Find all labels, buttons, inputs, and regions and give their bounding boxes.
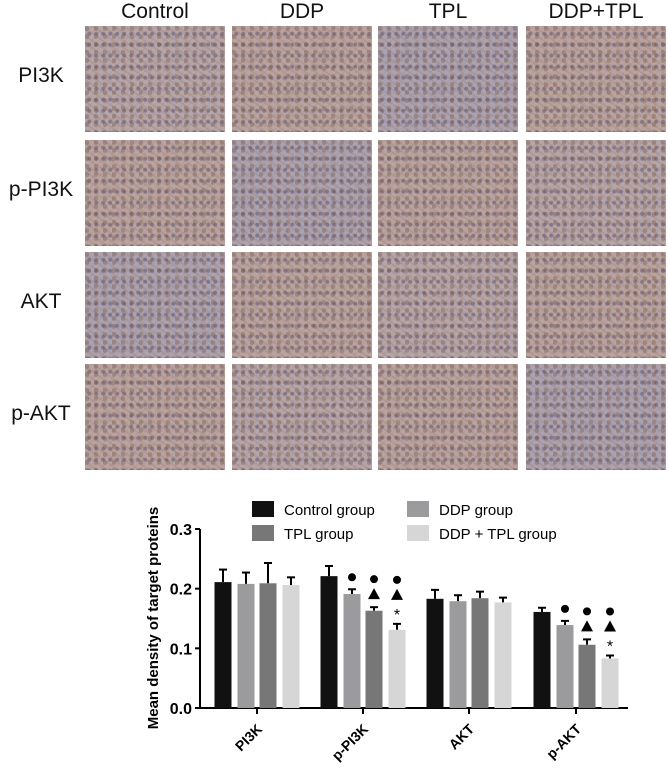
micrograph bbox=[85, 26, 225, 132]
significance-circle bbox=[393, 575, 401, 584]
bar bbox=[471, 598, 489, 708]
column-label: DDP bbox=[279, 0, 325, 23]
bar-chart: Mean density of target proteins 0.0 0.1 0.2… bbox=[145, 501, 628, 764]
significance-triangle bbox=[368, 588, 380, 600]
bar bbox=[533, 611, 551, 708]
micrograph bbox=[526, 252, 666, 358]
micrograph bbox=[378, 252, 518, 358]
significance-triangle bbox=[581, 620, 593, 632]
significance-star: * bbox=[394, 607, 400, 624]
legend-swatch bbox=[407, 501, 429, 517]
bar bbox=[388, 629, 406, 708]
micrograph bbox=[85, 140, 225, 246]
legend-label: DDP group bbox=[439, 502, 513, 519]
y-tick-label: 0.1 bbox=[170, 641, 192, 658]
row-label: AKT bbox=[20, 290, 62, 313]
significance-circle bbox=[561, 604, 569, 613]
bar bbox=[578, 644, 596, 708]
y-tick-label: 0.3 bbox=[170, 522, 192, 539]
legend-swatch bbox=[252, 525, 274, 541]
y-tick-label: 0.2 bbox=[170, 582, 192, 599]
significance-triangle bbox=[391, 588, 403, 600]
legend-swatch bbox=[407, 525, 429, 541]
significance-circle bbox=[370, 575, 378, 584]
micrograph bbox=[85, 364, 225, 470]
micrograph bbox=[85, 252, 225, 358]
x-tick-label: PI3K bbox=[232, 721, 265, 754]
bar bbox=[556, 625, 574, 708]
bar bbox=[214, 582, 232, 708]
x-tick-label: AKT bbox=[445, 720, 477, 752]
x-tick-label: p-PI3K bbox=[328, 721, 371, 764]
row-label: PI3K bbox=[18, 64, 64, 87]
micrograph bbox=[378, 364, 518, 470]
significance-circle bbox=[606, 607, 614, 616]
row-label: p-AKT bbox=[11, 402, 71, 425]
column-label: TPL bbox=[428, 0, 468, 23]
legend-label: Control group bbox=[284, 502, 375, 519]
significance-triangle bbox=[604, 620, 616, 632]
bar bbox=[426, 598, 444, 708]
row-label: p-PI3K bbox=[8, 178, 74, 201]
micrograph bbox=[526, 364, 666, 470]
bar bbox=[449, 601, 467, 708]
legend-swatch bbox=[252, 501, 274, 517]
bar bbox=[601, 658, 619, 708]
x-tick-label: p-AKT bbox=[543, 721, 584, 762]
column-label: Control bbox=[121, 0, 189, 23]
y-tick-label: 0.0 bbox=[170, 701, 192, 718]
bar bbox=[259, 583, 277, 708]
micrograph bbox=[526, 26, 666, 132]
micrograph bbox=[378, 140, 518, 246]
bar bbox=[320, 576, 338, 708]
micrograph bbox=[378, 26, 518, 132]
y-axis-label: Mean density of target proteins bbox=[145, 507, 162, 730]
micrograph bbox=[232, 252, 372, 358]
legend-label: TPL group bbox=[284, 526, 354, 543]
micrograph bbox=[232, 26, 372, 132]
bar bbox=[282, 585, 300, 708]
column-label: DDP+TPL bbox=[548, 0, 644, 23]
bar bbox=[343, 594, 361, 708]
legend-label: DDP + TPL group bbox=[439, 526, 557, 543]
micrograph bbox=[232, 140, 372, 246]
significance-star: * bbox=[607, 638, 613, 655]
bar bbox=[237, 583, 255, 708]
micrograph bbox=[526, 140, 666, 246]
significance-circle bbox=[583, 607, 591, 616]
bar bbox=[494, 602, 512, 708]
micrograph bbox=[232, 364, 372, 470]
bar bbox=[365, 610, 383, 708]
significance-circle bbox=[348, 573, 356, 582]
